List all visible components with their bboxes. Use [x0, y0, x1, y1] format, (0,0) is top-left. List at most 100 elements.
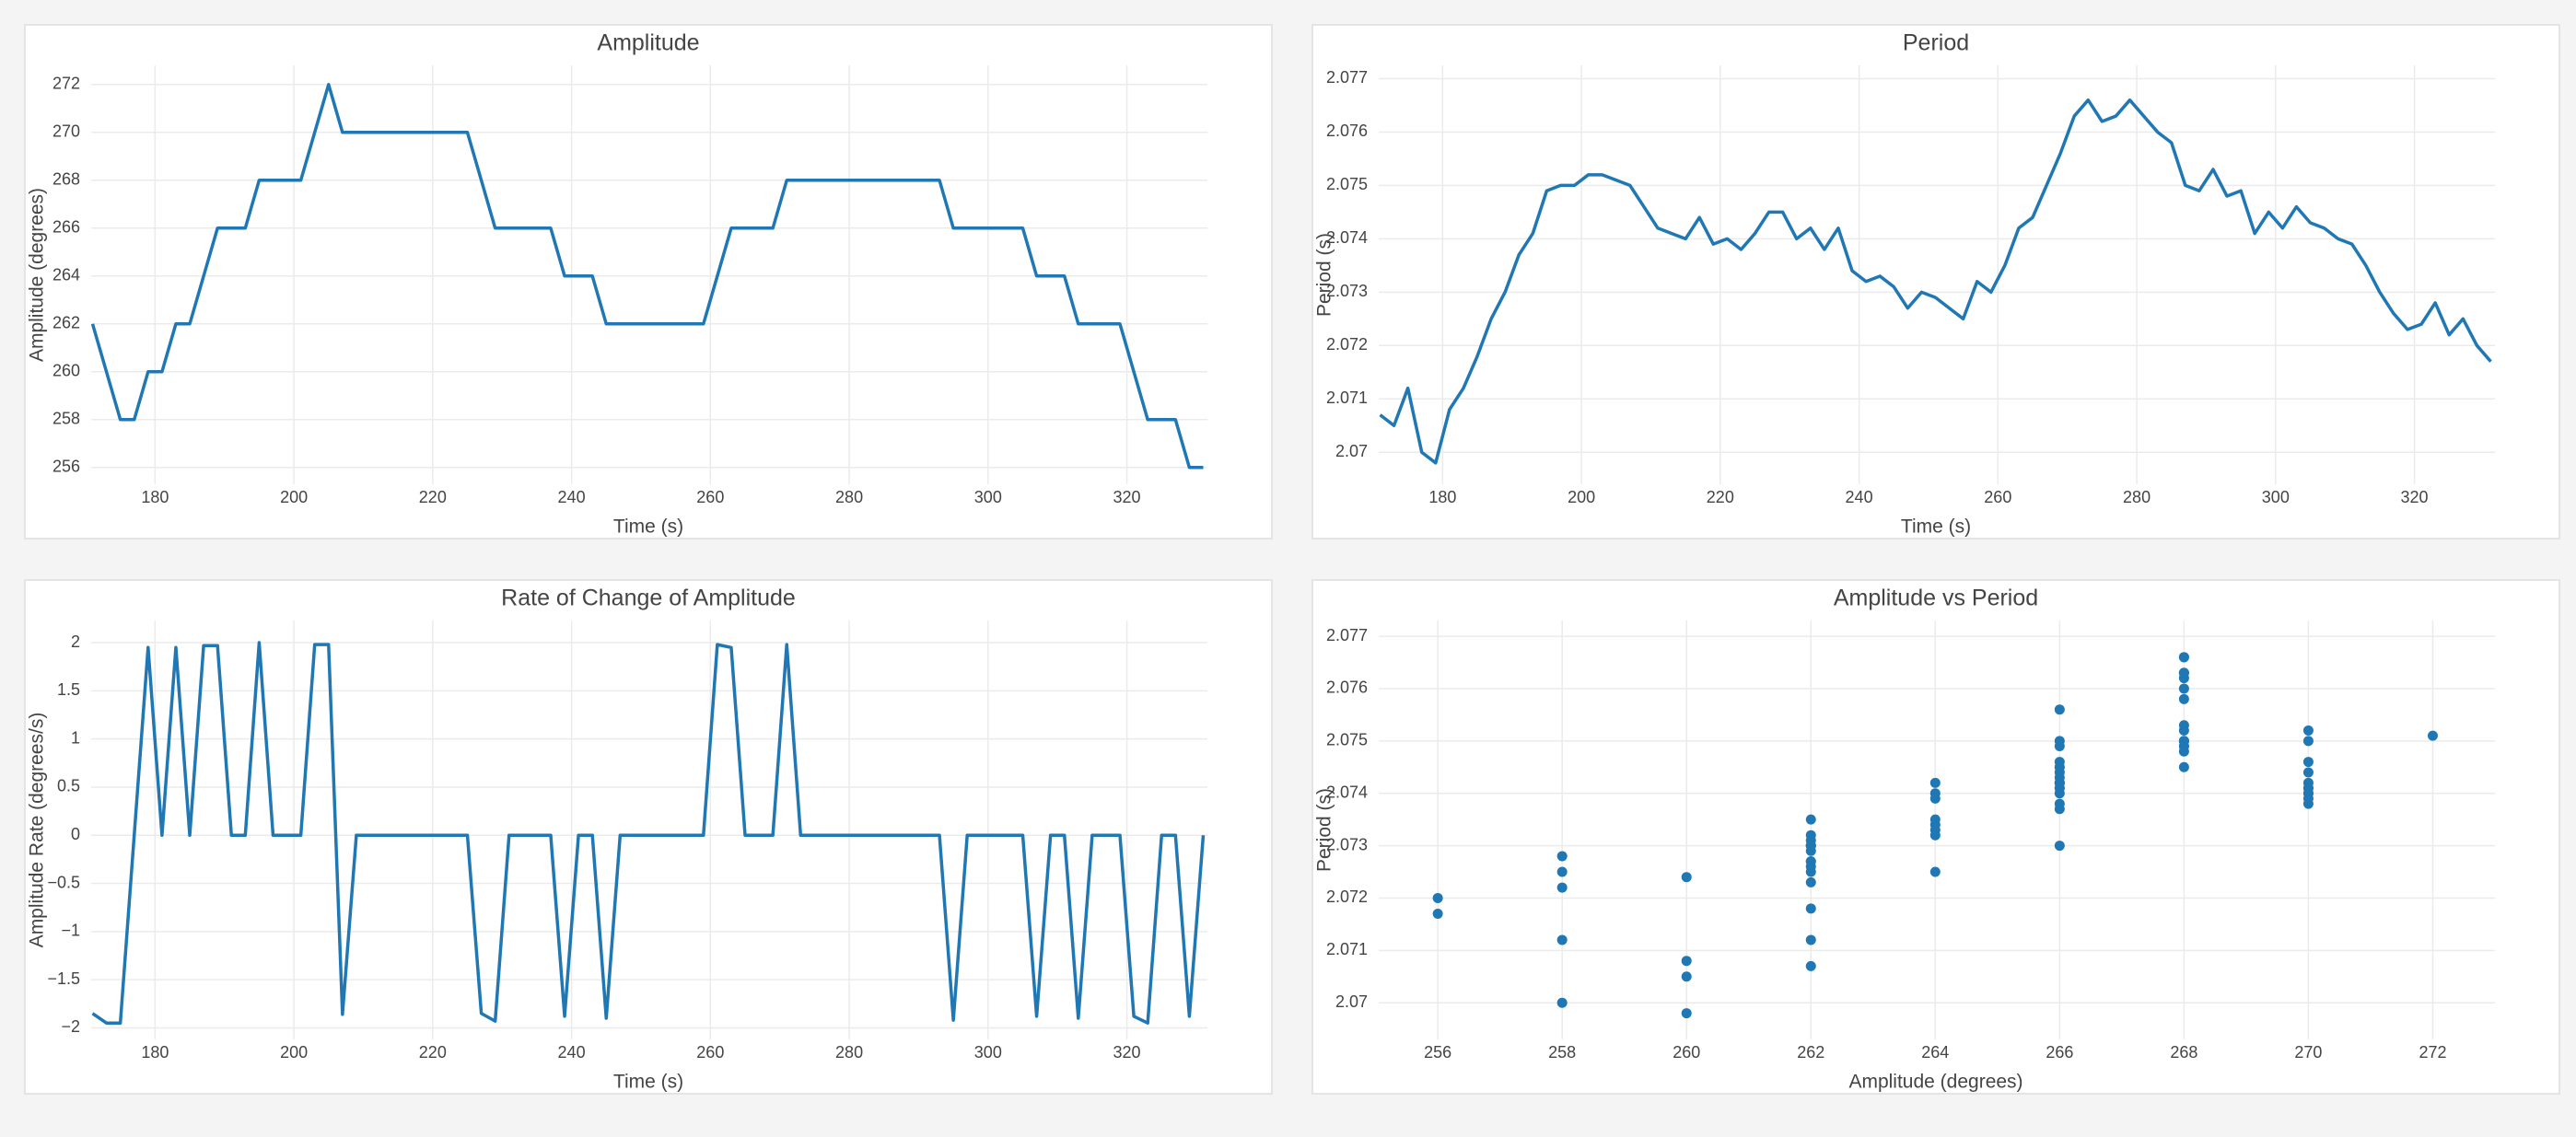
x-tick-label: 260: [1984, 488, 2011, 506]
data-point: [1929, 866, 1941, 877]
y-tick-label: 2.077: [1326, 68, 1368, 87]
x-axis-title: Time (s): [613, 516, 683, 538]
data-point: [2178, 746, 2189, 757]
x-tick-label: 300: [2262, 488, 2290, 506]
x-tick-label: 220: [419, 488, 447, 506]
data-point: [1556, 851, 1568, 862]
x-tick-label: 280: [2123, 488, 2151, 506]
x-tick-label: 258: [1548, 1043, 1576, 1062]
x-tick-label: 320: [1113, 488, 1141, 506]
y-tick-label: −0.5: [47, 873, 80, 891]
x-tick-label: 300: [974, 488, 1002, 506]
x-tick-label: 300: [974, 1043, 1002, 1062]
data-line: [91, 641, 1206, 1025]
y-tick-label: 260: [52, 362, 80, 380]
data-point: [1681, 872, 1692, 883]
y-tick-label: 2.07: [1335, 442, 1368, 460]
data-point: [2054, 772, 2065, 783]
data-point: [1929, 793, 1941, 804]
data-line: [91, 83, 1204, 470]
data-point: [1432, 909, 1443, 919]
y-tick-label: 2.072: [1326, 888, 1368, 906]
y-tick-label: 272: [52, 75, 80, 93]
data-point: [1681, 956, 1692, 967]
y-tick-label: 268: [52, 170, 80, 189]
data-point: [1805, 861, 1816, 872]
x-axis-title: Time (s): [613, 1072, 683, 1093]
data-point: [2178, 652, 2189, 663]
data-point: [1805, 830, 1816, 841]
data-point: [1929, 777, 1941, 788]
y-tick-label: 2.073: [1326, 835, 1368, 853]
data-point: [2054, 757, 2065, 768]
y-axis-title: Amplitude (degrees): [27, 188, 48, 362]
y-tick-label: 2.074: [1326, 783, 1368, 801]
data-point: [2054, 704, 2065, 715]
y-tick-label: 2.076: [1326, 679, 1368, 697]
chart-title: Amplitude: [597, 30, 699, 56]
x-tick-label: 272: [2419, 1043, 2446, 1062]
data-point: [1556, 997, 1568, 1008]
x-tick-label: 200: [280, 1043, 308, 1062]
chart-panel: Rate of Change of Amplitude 180 200 220 240 2…: [24, 579, 1273, 1095]
y-tick-label: 2.071: [1326, 389, 1368, 407]
data-point: [2302, 757, 2314, 768]
x-tick-label: 240: [1846, 488, 1873, 506]
x-tick-label: 180: [141, 1043, 169, 1062]
x-tick-label: 280: [835, 1043, 863, 1062]
y-tick-label: 2.073: [1326, 282, 1368, 300]
data-point: [1805, 903, 1816, 914]
data-point: [2054, 841, 2065, 852]
y-tick-label: −1.5: [47, 969, 80, 988]
x-tick-label: 240: [558, 1043, 586, 1062]
chart-panel: Amplitude vs Period 256 258 260 262 264 266 268…: [1311, 579, 2560, 1095]
y-axis-title: Period (s): [1314, 233, 1335, 317]
y-tick-label: 2.075: [1326, 175, 1368, 193]
x-tick-label: 200: [280, 488, 308, 506]
data-point: [1556, 882, 1568, 893]
x-axis-title: Time (s): [1901, 516, 1971, 538]
data-point: [2178, 683, 2189, 694]
y-tick-label: 2.076: [1326, 122, 1368, 140]
y-tick-label: 270: [52, 122, 80, 141]
chart-title: Rate of Change of Amplitude: [501, 586, 796, 611]
y-tick-label: 0: [71, 825, 80, 843]
data-point: [2178, 693, 2189, 704]
chart-panel: Amplitude 180 200 220 240 260 280 300 320 256 258 2…: [24, 24, 1273, 539]
data-point: [2302, 725, 2314, 736]
x-tick-label: 256: [1424, 1043, 1451, 1062]
y-tick-label: 1.5: [57, 680, 80, 699]
data-point: [2302, 767, 2314, 778]
y-tick-label: 264: [52, 266, 80, 284]
y-tick-label: 1: [71, 728, 80, 747]
data-point: [1681, 1008, 1692, 1019]
x-tick-label: 266: [2046, 1043, 2073, 1062]
panel-background: [1311, 24, 2560, 539]
data-point: [1805, 876, 1816, 888]
y-tick-label: 262: [52, 314, 80, 332]
y-tick-label: 258: [52, 410, 80, 428]
data-point: [1805, 814, 1816, 825]
data-point: [1681, 971, 1692, 982]
x-tick-label: 240: [558, 488, 586, 506]
data-line: [1379, 98, 2492, 465]
data-point: [2178, 761, 2189, 772]
y-tick-label: 2.077: [1326, 626, 1368, 644]
x-tick-label: 260: [696, 1043, 724, 1062]
x-tick-label: 220: [1707, 488, 1734, 506]
data-point: [2178, 667, 2189, 679]
y-tick-label: 2: [71, 632, 80, 651]
data-point: [2054, 798, 2065, 809]
x-tick-label: 260: [696, 488, 724, 506]
x-tick-label: 262: [1797, 1043, 1824, 1062]
x-tick-label: 200: [1568, 488, 1595, 506]
y-tick-label: −2: [61, 1017, 80, 1036]
panel-background: [24, 24, 1273, 539]
y-tick-label: 2.07: [1335, 992, 1368, 1011]
data-point: [2178, 720, 2189, 731]
x-tick-label: 280: [835, 488, 863, 506]
data-point: [1929, 825, 1941, 835]
data-point: [2054, 741, 2065, 751]
